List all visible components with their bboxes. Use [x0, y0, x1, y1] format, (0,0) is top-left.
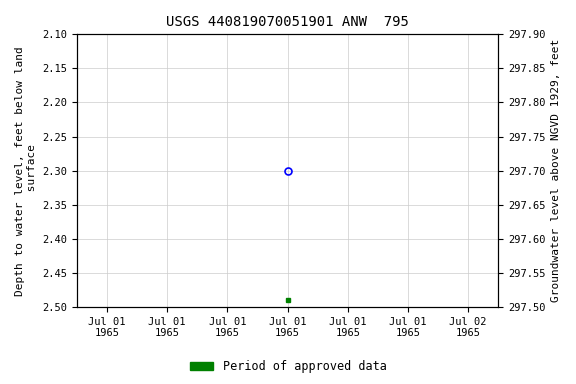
- Y-axis label: Depth to water level, feet below land
 surface: Depth to water level, feet below land su…: [15, 46, 37, 296]
- Title: USGS 440819070051901 ANW  795: USGS 440819070051901 ANW 795: [166, 15, 409, 29]
- Y-axis label: Groundwater level above NGVD 1929, feet: Groundwater level above NGVD 1929, feet: [551, 39, 561, 302]
- Legend: Period of approved data: Period of approved data: [185, 356, 391, 378]
